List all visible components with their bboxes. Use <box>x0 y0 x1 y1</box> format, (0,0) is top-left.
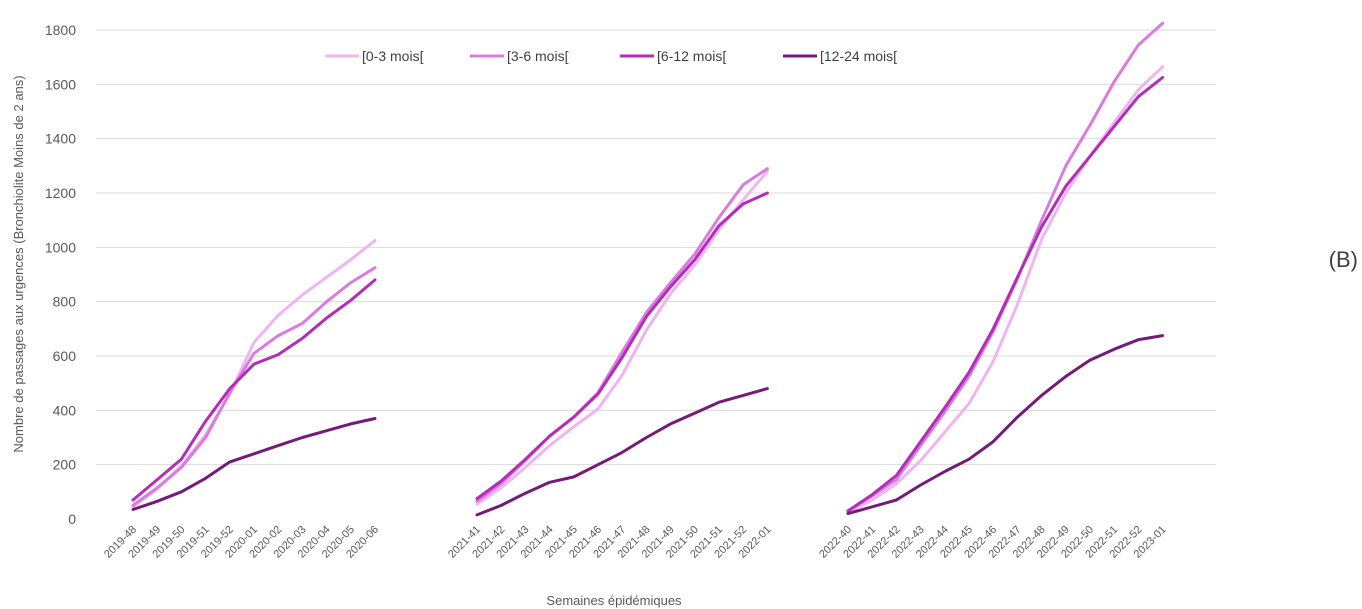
legend-label: [3-6 mois[ <box>507 48 569 64</box>
series-line <box>846 76 1165 513</box>
x-axis-label: Semaines épidémiques <box>546 593 682 608</box>
y-tick-label: 1600 <box>45 76 76 92</box>
y-tick-label: 1800 <box>45 22 76 38</box>
y-axis-label: Nombre de passages aux urgences (Bronchi… <box>11 75 26 452</box>
y-tick-label: 1200 <box>45 185 76 201</box>
gridlines <box>96 29 1216 466</box>
series-line <box>846 334 1165 516</box>
y-tick-labels: 0 200 400 600 800 1000 1200 1400 1600 1800 <box>45 22 76 527</box>
series-line <box>475 387 769 517</box>
series-line <box>131 417 377 511</box>
series-line <box>846 21 1165 513</box>
series-line <box>475 191 769 501</box>
y-tick-label: 800 <box>53 294 77 310</box>
y-tick-label: 1000 <box>45 239 76 255</box>
series-line <box>131 239 377 509</box>
y-tick-label: 1400 <box>45 131 76 147</box>
y-tick-label: 600 <box>53 348 77 364</box>
y-tick-label: 0 <box>68 511 76 527</box>
legend-label: [6-12 mois[ <box>657 48 726 64</box>
series-lines <box>131 21 1165 517</box>
y-tick-label: 400 <box>53 402 77 418</box>
legend-label: [0-3 mois[ <box>362 48 424 64</box>
series-line <box>131 266 377 507</box>
series-line <box>475 169 769 506</box>
legend-label: [12-24 mois[ <box>820 48 897 64</box>
legend: [0-3 mois[ [3-6 mois[ [6-12 mois[ [12-24 mo… <box>325 48 897 64</box>
y-tick-label: 200 <box>53 457 77 473</box>
x-tick-labels: 2019-482019-492019-502019-512019-522020-… <box>102 524 1169 561</box>
series-line <box>131 278 377 502</box>
panel-label: (B) <box>1328 247 1358 272</box>
series-line <box>846 65 1165 514</box>
